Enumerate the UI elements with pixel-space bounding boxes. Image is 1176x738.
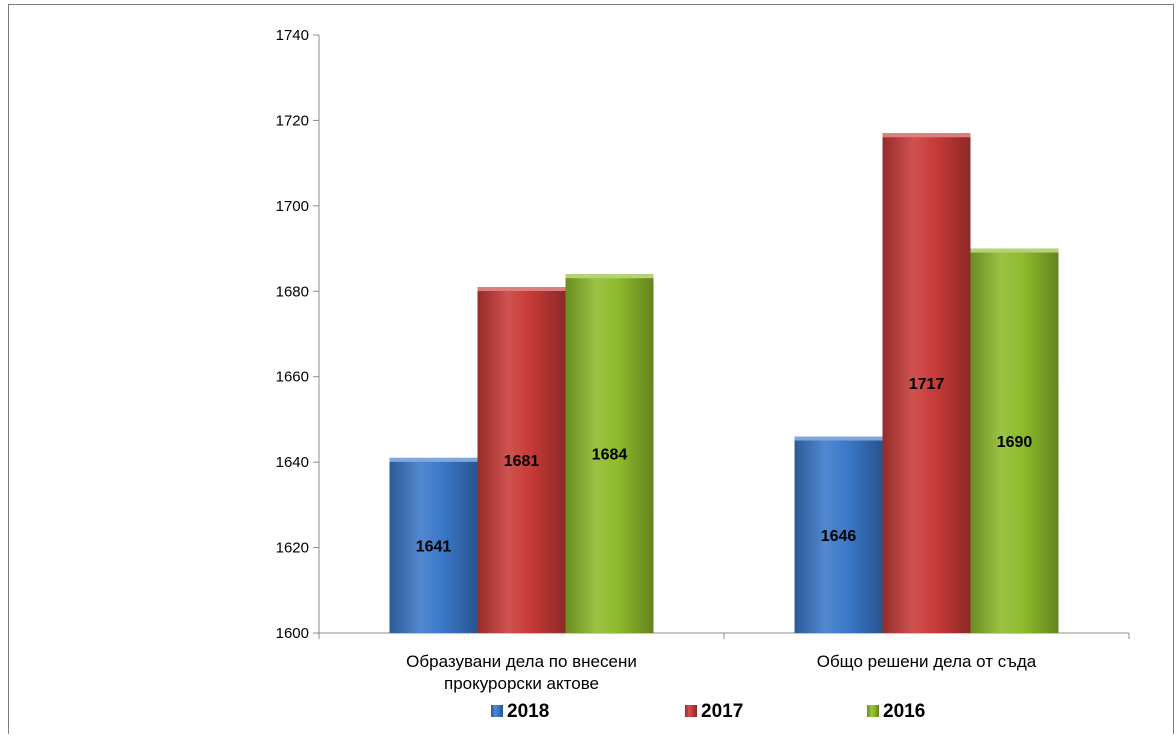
category-label: прокурорски актове (444, 674, 599, 693)
category-label: Общо решени дела от съда (817, 652, 1037, 671)
legend-item-2016: 2016 (867, 701, 925, 722)
y-tick-label: 1740 (276, 27, 309, 44)
legend-label: 2017 (701, 701, 743, 722)
bar (389, 457, 478, 633)
bar-cap (970, 248, 1059, 253)
bar-2017-1 (882, 133, 971, 633)
legend-swatch (867, 705, 879, 717)
bar-2016-0 (565, 274, 654, 633)
bar-cap (882, 133, 971, 138)
data-label: 1684 (592, 447, 628, 464)
bar-cap (389, 457, 478, 462)
legend-label: 2018 (507, 701, 549, 722)
legend-swatch (491, 705, 503, 717)
bar-chart: 1600 1620 1640 1660 1680 1700 1720 1740 1641 1681… (276, 27, 1130, 722)
bar-2016-1 (970, 248, 1059, 634)
y-tick-label: 1620 (276, 540, 309, 557)
legend-item-2017: 2017 (685, 701, 743, 722)
y-tick-label: 1640 (276, 454, 309, 471)
labels: 1600 1620 1640 1660 1680 1700 1720 1740 1641 1681… (276, 27, 1037, 693)
legend-item-2018: 2018 (491, 701, 549, 722)
data-label: 1641 (416, 538, 452, 555)
y-tick-label: 1600 (276, 625, 309, 642)
legend-swatch (685, 705, 697, 717)
bar (565, 274, 654, 633)
category-label: Образувани дела по внесени (406, 652, 637, 671)
legend-label: 2016 (883, 701, 925, 722)
chart-area: 1600 1620 1640 1660 1680 1700 1720 1740 1641 1681… (8, 4, 1174, 734)
bar (970, 248, 1059, 634)
legend: 2018 2017 2016 (491, 701, 925, 722)
bars (389, 133, 1059, 634)
y-tick-label: 1700 (276, 198, 309, 215)
data-label: 1681 (504, 453, 540, 470)
bar-cap (477, 287, 566, 292)
data-label: 1646 (821, 528, 857, 545)
bar-cap (565, 274, 654, 279)
y-tick-label: 1660 (276, 369, 309, 386)
bar-cap (794, 436, 883, 441)
data-label: 1690 (997, 434, 1033, 451)
y-tick-label: 1720 (276, 112, 309, 129)
bar (477, 287, 566, 633)
bar-2017-0 (477, 287, 566, 633)
bar-2018-0 (389, 457, 478, 633)
data-label: 1717 (909, 376, 945, 393)
bar (882, 133, 971, 633)
bar-2018-1 (794, 436, 883, 633)
y-tick-label: 1680 (276, 283, 309, 300)
bar (794, 436, 883, 633)
